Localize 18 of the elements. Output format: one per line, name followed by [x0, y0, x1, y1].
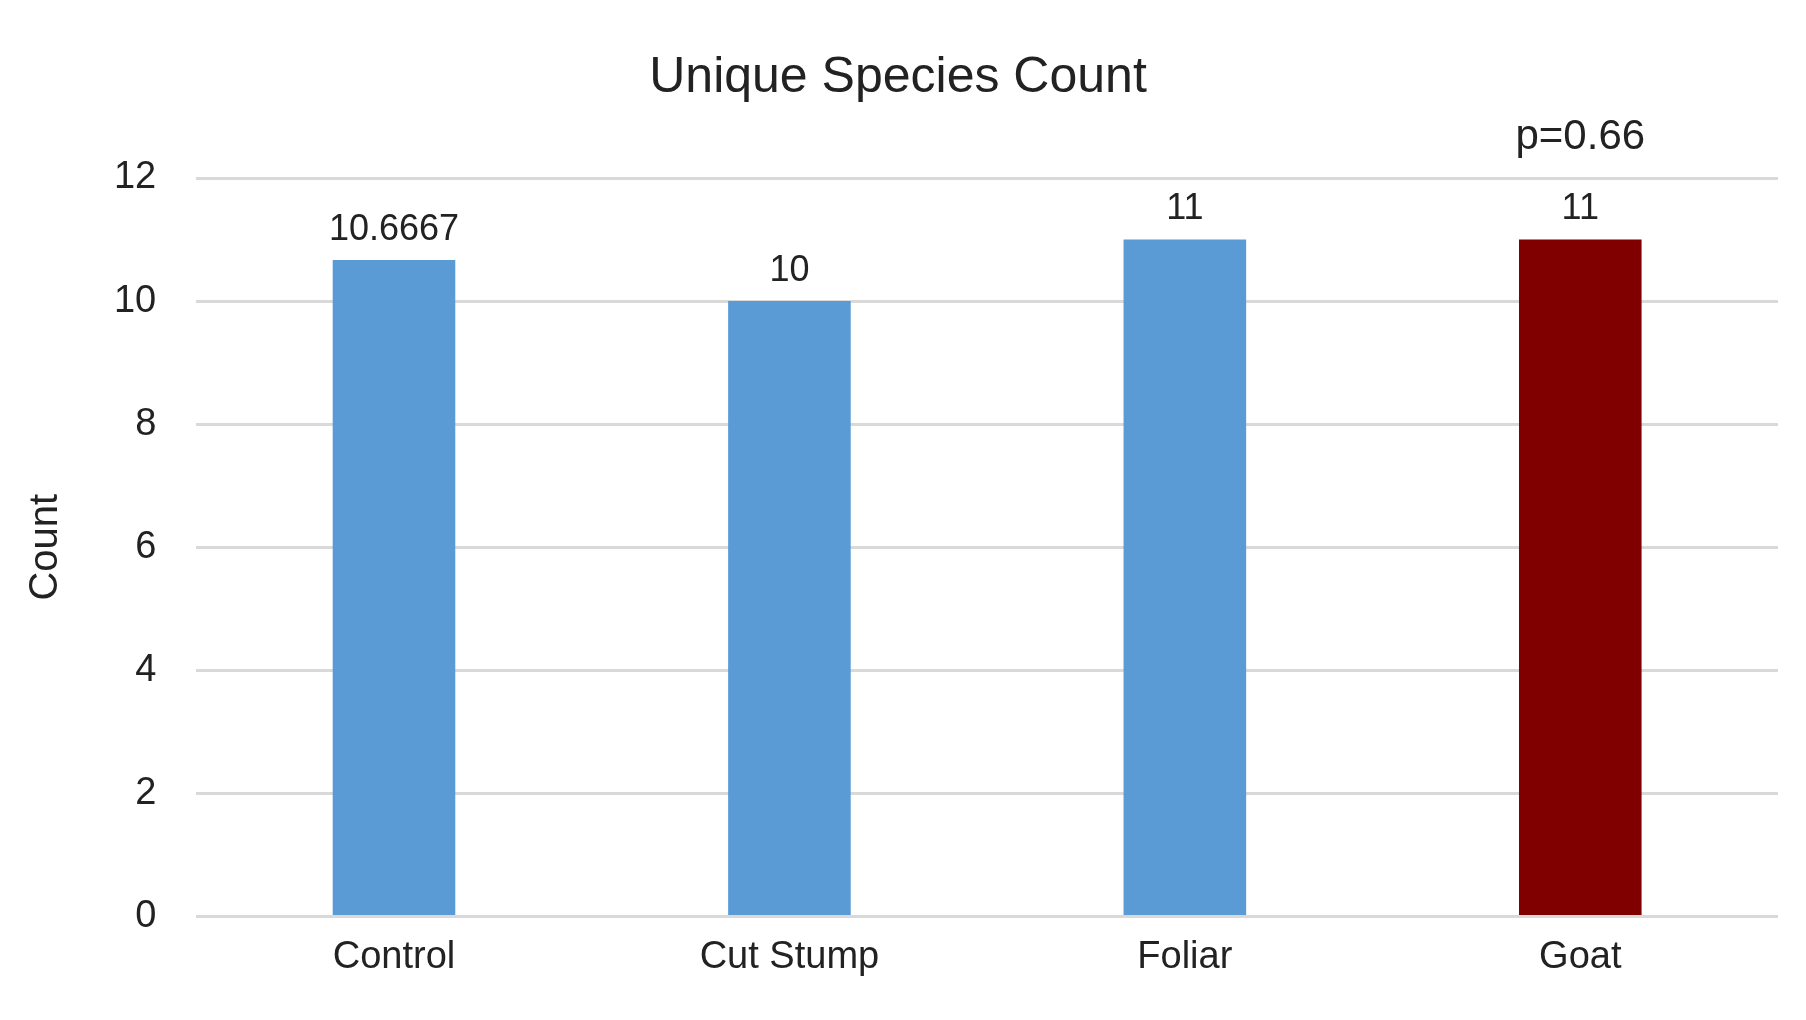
- y-tick-label: 0: [135, 892, 157, 935]
- y-tick-label: 12: [113, 154, 157, 197]
- y-tick-label: 4: [135, 646, 157, 689]
- y-axis-title: Count: [21, 493, 66, 601]
- data-label: 10.6667: [328, 206, 460, 248]
- y-tick-label: 8: [135, 400, 157, 443]
- y-tick-label: 6: [135, 523, 157, 566]
- x-tick-label: Goat: [1539, 933, 1622, 976]
- text: p=0.66: [1515, 110, 1646, 158]
- y-tick-label: 2: [135, 769, 157, 812]
- x-tick-label: Cut Stump: [699, 933, 880, 976]
- data-label: 10: [769, 247, 810, 289]
- data-label: 11: [1561, 186, 1599, 228]
- x-tick-label: Foliar: [1137, 933, 1233, 976]
- x-tick-label: Control: [332, 933, 456, 976]
- data-label: 11: [1166, 186, 1204, 228]
- chart-title: Unique Species Count: [649, 46, 1147, 103]
- y-tick-label: 10: [113, 277, 157, 320]
